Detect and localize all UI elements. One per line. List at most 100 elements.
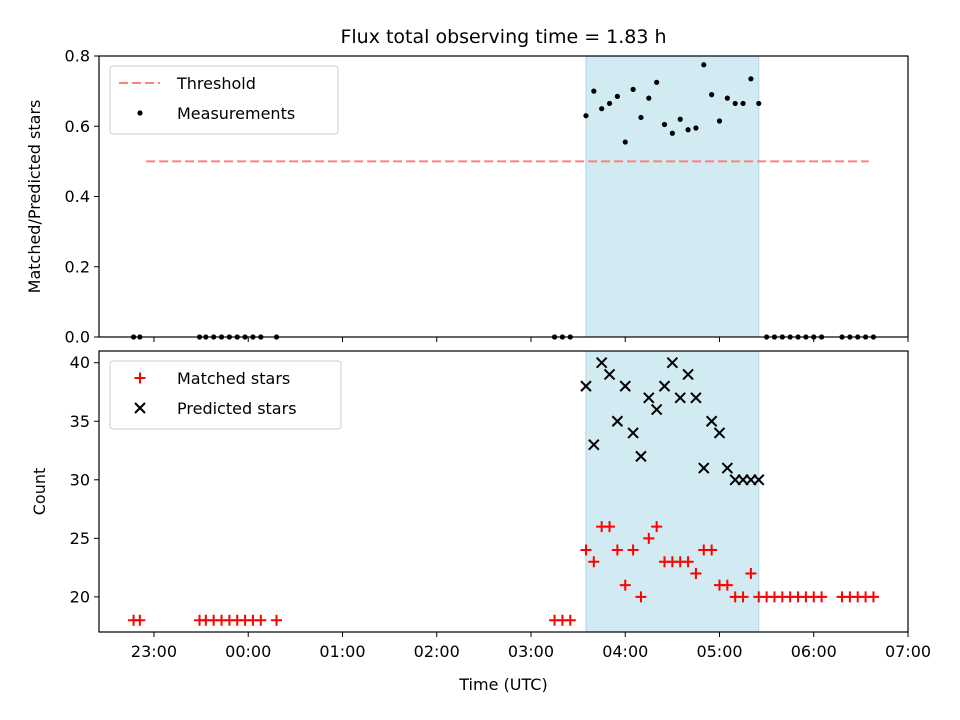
bottom-chart: 20 25 30 35 40 23:00 00:00 01:00 02:00 03:00 04:00… xyxy=(30,350,931,694)
data-point xyxy=(682,556,694,568)
data-point xyxy=(650,403,663,416)
x-tick-label: 01:00 xyxy=(319,642,365,661)
legend-label: Matched stars xyxy=(177,369,290,388)
data-point xyxy=(638,114,644,121)
data-point xyxy=(705,415,718,427)
data-point xyxy=(654,79,660,85)
data-point xyxy=(737,591,749,603)
data-point xyxy=(588,556,600,568)
data-point xyxy=(595,357,608,369)
data-point xyxy=(619,579,631,591)
data-point xyxy=(651,521,663,533)
data-point xyxy=(669,130,675,136)
data-point xyxy=(816,591,828,603)
y-tick-label: 0.8 xyxy=(65,47,90,66)
data-point xyxy=(564,614,576,626)
series-measurements xyxy=(130,62,877,340)
legend-marker-swatch xyxy=(134,402,146,414)
data-point xyxy=(599,106,605,112)
y-tick-label: 0.2 xyxy=(65,257,90,276)
legend-label: Measurements xyxy=(177,104,295,123)
data-point xyxy=(706,544,718,556)
y-tick-label: 0.0 xyxy=(65,328,90,347)
y-tick-label: 0.6 xyxy=(65,117,90,136)
legend: Matched stars Predicted stars xyxy=(109,360,342,430)
data-point xyxy=(583,113,589,119)
legend-box xyxy=(109,65,339,135)
data-point xyxy=(666,357,679,369)
x-tick-label: 23:00 xyxy=(131,642,177,661)
legend-label: Predicted stars xyxy=(177,399,297,418)
data-point xyxy=(606,100,613,107)
data-point xyxy=(591,88,597,94)
data-point xyxy=(690,392,702,404)
data-point xyxy=(748,76,754,82)
x-tick-label: 04:00 xyxy=(602,642,648,661)
series-predicted-stars xyxy=(580,357,765,486)
data-point xyxy=(693,125,699,131)
data-point xyxy=(622,139,628,145)
data-point xyxy=(580,544,592,556)
data-point xyxy=(732,100,738,107)
data-point xyxy=(721,579,733,591)
chart-title: Flux total observing time = 1.83 h xyxy=(340,26,666,48)
x-tick-label: 06:00 xyxy=(791,642,837,661)
data-point xyxy=(745,567,757,579)
data-point xyxy=(677,116,683,122)
y-tick-label: 25 xyxy=(70,529,90,548)
data-point xyxy=(721,462,734,474)
data-point xyxy=(134,614,146,626)
data-point xyxy=(646,95,652,101)
axes-frame xyxy=(98,350,909,633)
data-point xyxy=(690,567,702,579)
data-point xyxy=(271,614,283,626)
y-tick-label: 30 xyxy=(70,470,90,489)
data-point xyxy=(716,118,723,124)
data-point xyxy=(713,427,726,439)
y-tick-label: 40 xyxy=(70,353,90,372)
data-point xyxy=(674,392,686,404)
legend-box xyxy=(109,360,342,430)
data-point xyxy=(724,95,730,101)
y-tick-label: 0.4 xyxy=(65,187,90,206)
x-tick-label: 07:00 xyxy=(885,642,931,661)
data-point xyxy=(635,450,647,463)
data-point xyxy=(682,368,694,381)
data-point xyxy=(709,92,715,98)
data-point xyxy=(643,532,655,544)
legend-label: Threshold xyxy=(176,74,256,93)
data-point xyxy=(614,93,620,99)
data-point xyxy=(698,462,710,474)
data-point xyxy=(701,62,707,68)
data-point xyxy=(661,121,668,128)
top-chart: 0.0 0.2 0.4 0.6 0.8 Matched/Predicted stars Th… xyxy=(25,26,909,347)
x-tick-label: 00:00 xyxy=(225,642,271,661)
observing-window-span xyxy=(585,55,760,338)
data-point xyxy=(658,380,671,392)
x-tick-label: 05:00 xyxy=(696,642,742,661)
legend-marker-swatch xyxy=(134,372,146,384)
x-axis-label: Time (UTC) xyxy=(458,675,547,694)
data-point xyxy=(685,127,691,133)
data-point xyxy=(619,380,631,392)
data-point xyxy=(611,415,624,427)
x-tick-label: 03:00 xyxy=(508,642,554,661)
data-point xyxy=(603,368,616,381)
data-point xyxy=(756,100,762,107)
y-axis-label: Count xyxy=(30,468,49,516)
data-point xyxy=(611,544,623,556)
observing-window-span xyxy=(585,350,760,633)
y-axis-label: Matched/Predicted stars xyxy=(25,100,44,294)
y-tick-label: 35 xyxy=(70,412,90,431)
data-point xyxy=(753,474,765,486)
data-point xyxy=(588,438,600,451)
legend: Threshold Measurements xyxy=(109,65,339,135)
data-point xyxy=(740,100,746,107)
data-point xyxy=(627,427,639,439)
series-matched-stars xyxy=(128,521,879,626)
data-point xyxy=(627,544,639,556)
data-point xyxy=(635,591,647,603)
data-point xyxy=(643,392,655,404)
data-point xyxy=(867,591,879,603)
